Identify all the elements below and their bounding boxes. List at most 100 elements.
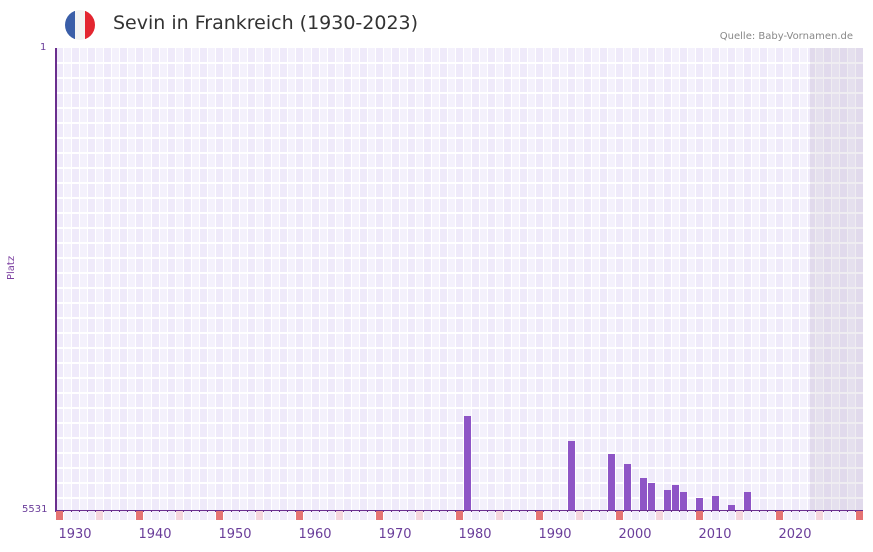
- year-marker: [544, 511, 551, 520]
- bar-2002[interactable]: [648, 483, 655, 510]
- grid-column: [112, 48, 119, 510]
- grid-column: [224, 48, 231, 510]
- bar-2006[interactable]: [680, 492, 687, 510]
- grid-column: [840, 48, 847, 510]
- year-marker: [584, 511, 591, 520]
- year-marker: [360, 511, 367, 520]
- year-marker: [288, 511, 295, 520]
- year-marker: [72, 511, 79, 520]
- year-marker: [832, 511, 839, 520]
- year-marker: [232, 511, 239, 520]
- year-marker: [328, 511, 335, 520]
- grid-column: [328, 48, 335, 510]
- year-marker: [848, 511, 855, 520]
- grid-line: [56, 62, 863, 64]
- bar-1979[interactable]: [464, 416, 471, 510]
- year-marker: [656, 511, 663, 520]
- grid-column: [416, 48, 423, 510]
- year-marker: [240, 511, 247, 520]
- year-marker: [840, 511, 847, 520]
- grid-column: [800, 48, 807, 510]
- grid-column: [552, 48, 559, 510]
- bar-2005[interactable]: [672, 485, 679, 510]
- bar-2012[interactable]: [728, 505, 735, 510]
- grid-column: [304, 48, 311, 510]
- grid-column: [176, 48, 183, 510]
- grid-column: [384, 48, 391, 510]
- grid-column: [400, 48, 407, 510]
- year-marker: [496, 511, 503, 520]
- grid-line: [56, 227, 863, 229]
- grid-line: [56, 182, 863, 184]
- bar-2008[interactable]: [696, 498, 703, 510]
- grid-column: [568, 48, 575, 510]
- year-marker: [160, 511, 167, 520]
- grid-line: [56, 122, 863, 124]
- year-marker: [776, 511, 783, 520]
- year-marker: [344, 511, 351, 520]
- chart-title: Sevin in Frankreich (1930-2023): [113, 12, 419, 34]
- year-marker: [56, 511, 63, 520]
- year-marker: [144, 511, 151, 520]
- year-marker: [432, 511, 439, 520]
- year-marker: [576, 511, 583, 520]
- year-marker: [104, 511, 111, 520]
- year-marker: [760, 511, 767, 520]
- x-axis-line: [55, 510, 863, 512]
- bar-1992[interactable]: [568, 441, 575, 510]
- bar-2004[interactable]: [664, 490, 671, 510]
- grid-column: [808, 48, 815, 510]
- grid-line: [56, 422, 863, 424]
- bar-2010[interactable]: [712, 496, 719, 510]
- year-marker: [80, 511, 87, 520]
- year-marker: [688, 511, 695, 520]
- year-marker: [136, 511, 143, 520]
- grid-column: [480, 48, 487, 510]
- year-marker: [88, 511, 95, 520]
- future-years-shade: [810, 48, 863, 510]
- grid-column: [680, 48, 687, 510]
- year-marker: [664, 511, 671, 520]
- grid-column: [408, 48, 415, 510]
- year-marker: [696, 511, 703, 520]
- year-marker: [248, 511, 255, 520]
- bar-1999[interactable]: [624, 464, 631, 510]
- year-marker: [512, 511, 519, 520]
- x-tick-1990: 1990: [538, 527, 572, 542]
- grid-column: [688, 48, 695, 510]
- year-marker: [640, 511, 647, 520]
- bar-1997[interactable]: [608, 454, 615, 510]
- grid-line: [56, 362, 863, 364]
- year-marker: [768, 511, 775, 520]
- year-marker: [224, 511, 231, 520]
- grid-line: [56, 497, 863, 499]
- y-tick-bottom: 5531: [22, 504, 48, 515]
- year-marker: [184, 511, 191, 520]
- year-marker: [64, 511, 71, 520]
- year-marker: [272, 511, 279, 520]
- plot-area: [56, 48, 863, 510]
- grid-line: [56, 137, 863, 139]
- year-marker: [824, 511, 831, 520]
- year-marker: [440, 511, 447, 520]
- x-tick-1970: 1970: [378, 527, 412, 542]
- bar-2014[interactable]: [744, 492, 751, 510]
- grid-column: [816, 48, 823, 510]
- year-marker: [504, 511, 511, 520]
- grid-line: [56, 167, 863, 169]
- grid-column: [360, 48, 367, 510]
- bar-2001[interactable]: [640, 478, 647, 510]
- grid-column: [664, 48, 671, 510]
- year-marker: [448, 511, 455, 520]
- grid-line: [56, 347, 863, 349]
- year-marker: [568, 511, 575, 520]
- grid-line: [56, 197, 863, 199]
- grid-column: [856, 48, 863, 510]
- year-marker: [680, 511, 687, 520]
- x-tick-1930: 1930: [58, 527, 92, 542]
- grid-line: [56, 242, 863, 244]
- grid-column: [216, 48, 223, 510]
- grid-column: [736, 48, 743, 510]
- grid-column: [184, 48, 191, 510]
- year-marker: [744, 511, 751, 520]
